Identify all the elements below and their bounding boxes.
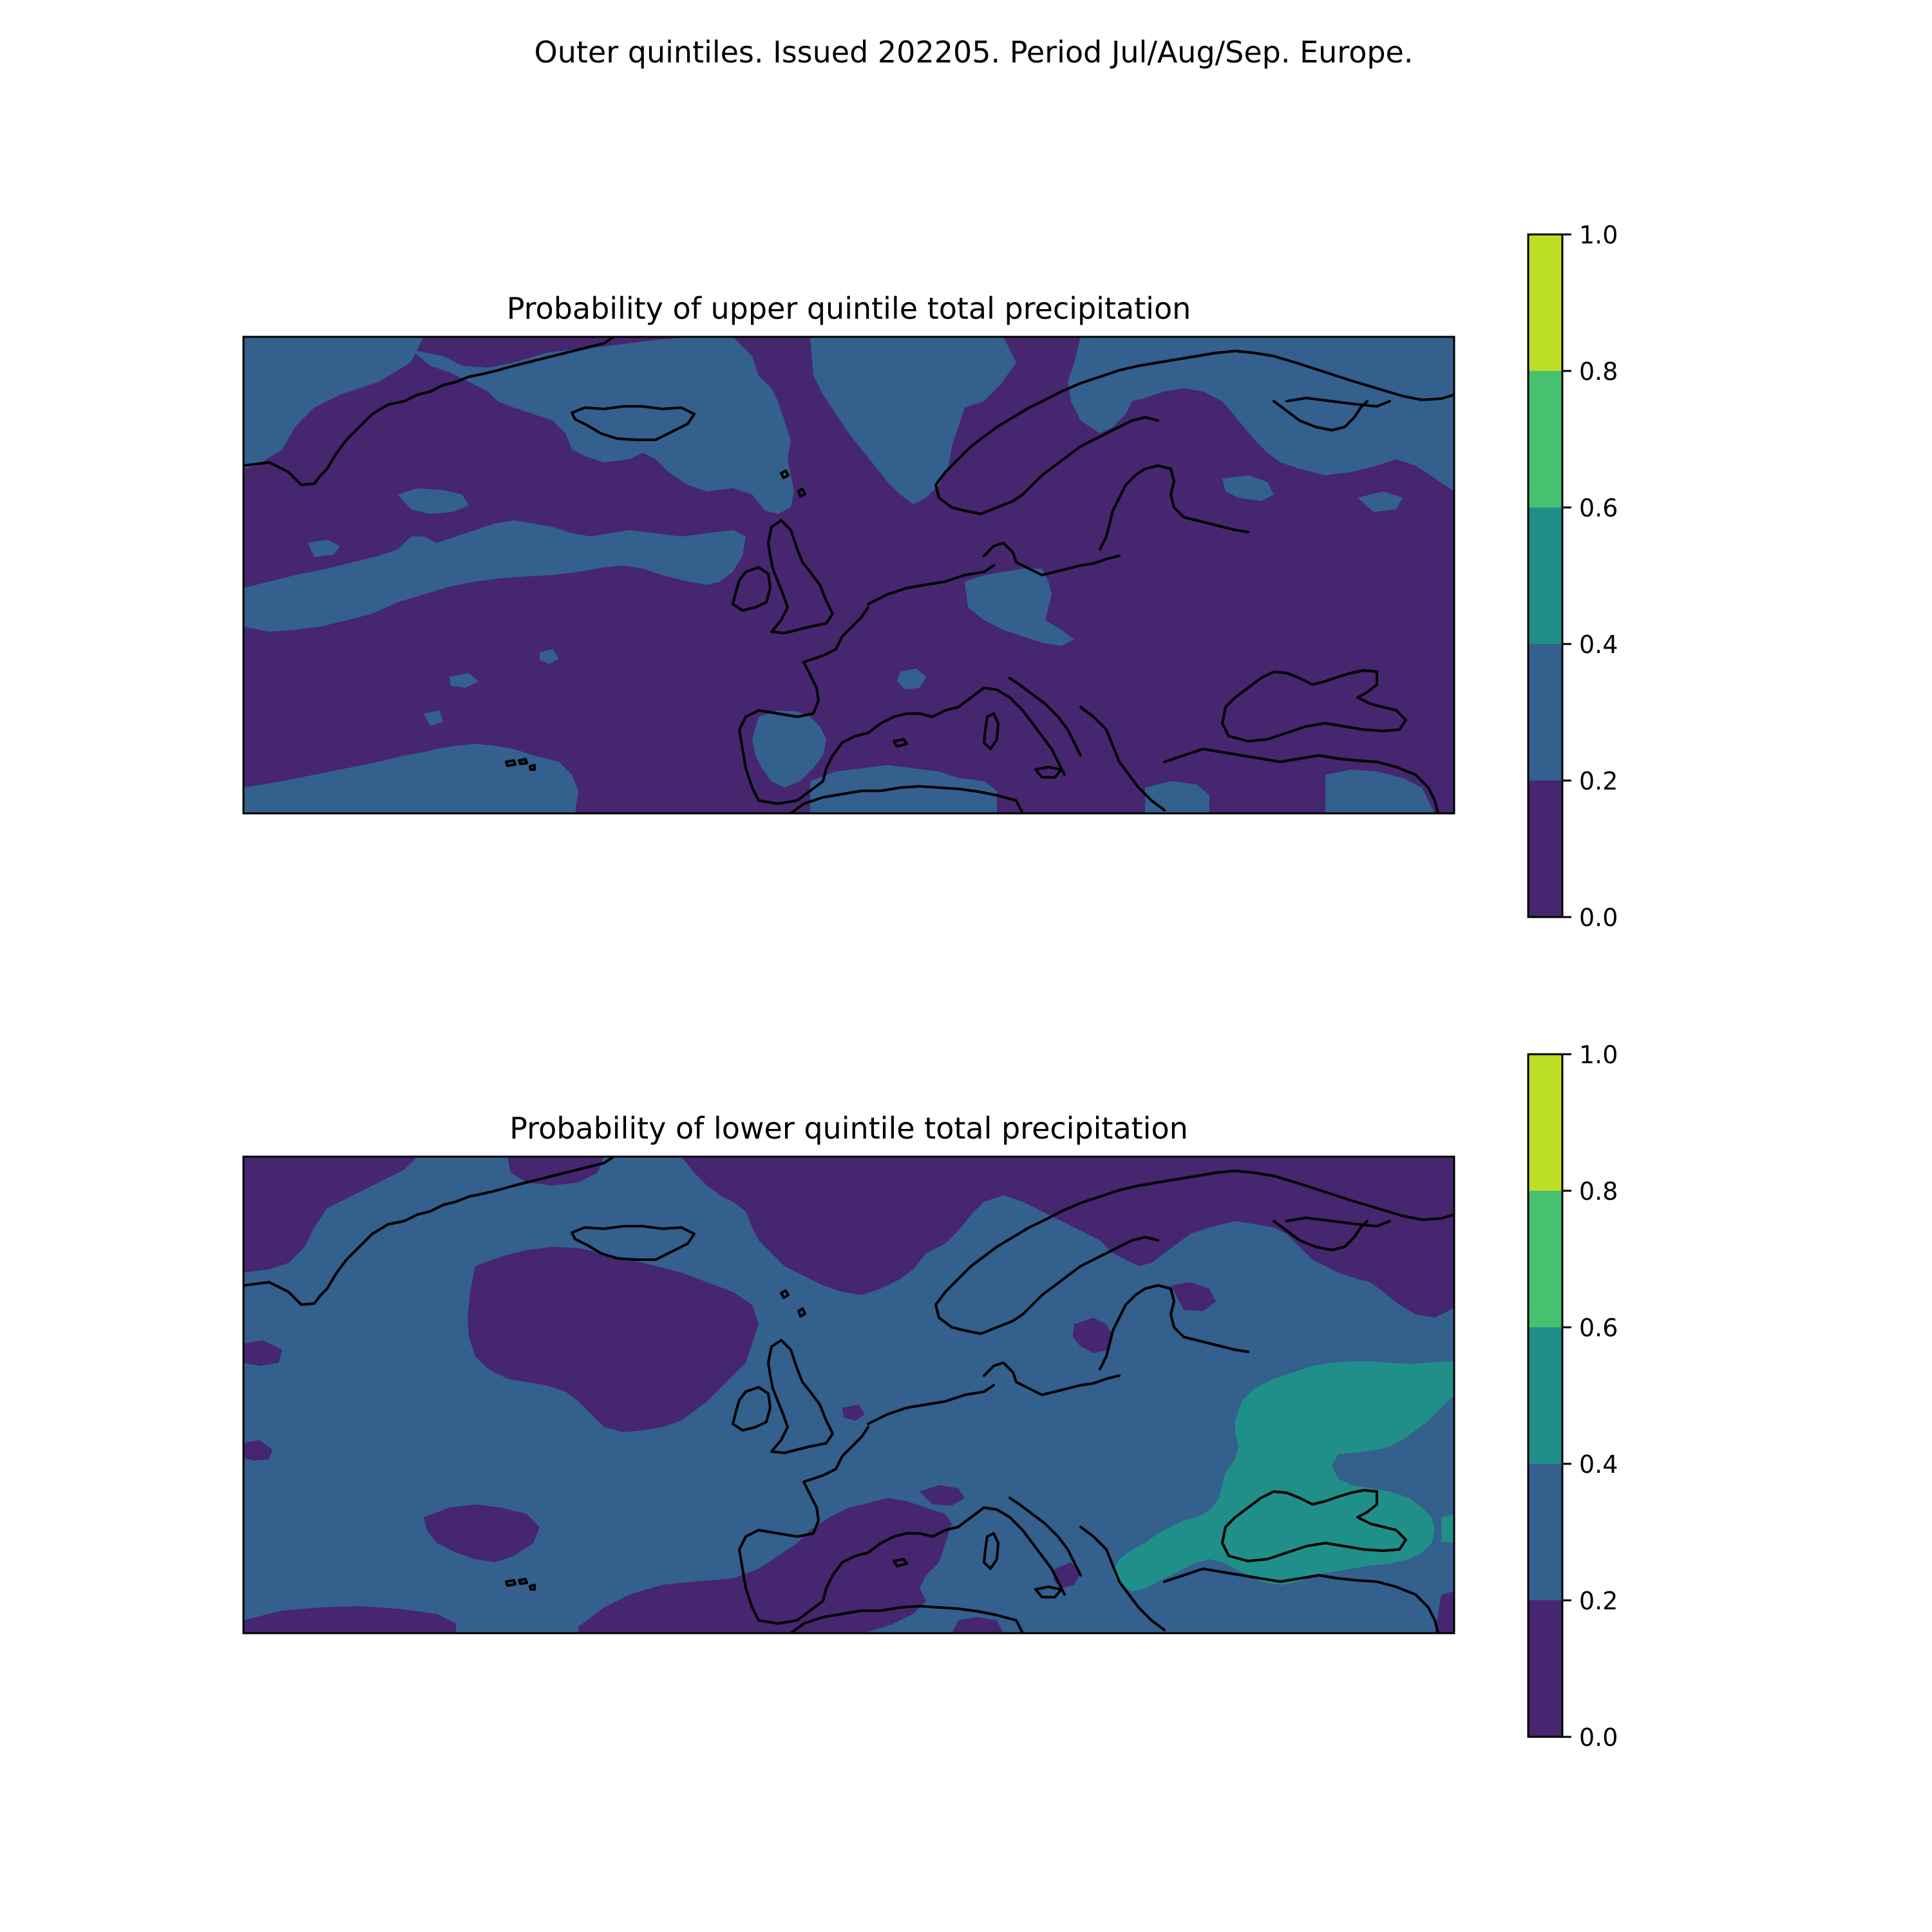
colorbar-segment-0-0.2 — [1528, 781, 1562, 917]
panel-title: Probability of upper quintile total prec… — [507, 291, 1191, 326]
colorbar-tick-label: 0.0 — [1579, 904, 1618, 932]
figure-suptitle: Outer quintiles. Issued 202205. Period J… — [535, 35, 1414, 70]
field-band-0-0.2 — [243, 1157, 1454, 1633]
colorbar-tick-label: 0.0 — [1579, 1723, 1618, 1752]
colorbar-frame — [1527, 233, 1564, 918]
map-area — [243, 337, 1454, 813]
panel-lower-quintile: Probability of lower quintile total prec… — [242, 1041, 1618, 1752]
colorbar-segment-0.6-0.8 — [1528, 1191, 1562, 1327]
colorbar-ticks — [1562, 233, 1571, 918]
field-band-0.4-0.6 — [1113, 1361, 1454, 1591]
colorbar: 0.0 0.2 0.4 0.6 0.8 1.0 — [1527, 221, 1618, 932]
colorbar-tick-label: 0.2 — [1579, 767, 1618, 795]
colorbar-tick-label: 0.6 — [1579, 1314, 1618, 1342]
colorbar-segment-0.6-0.8 — [1528, 371, 1562, 507]
colorbar-tick-label: 1.0 — [1579, 221, 1618, 249]
map-frame — [242, 336, 1455, 815]
colorbar-segment-0-0.2 — [1528, 1600, 1562, 1737]
colorbar-segment-0.2-0.4 — [1528, 644, 1562, 781]
map-area — [243, 1157, 1454, 1633]
colorbar-segment-0.8-1.0 — [1528, 1054, 1562, 1191]
colorbar-tick-label: 0.2 — [1579, 1587, 1618, 1615]
colorbar-segment-0.4-0.6 — [1528, 1327, 1562, 1464]
colorbar-tick-label: 0.8 — [1579, 1177, 1618, 1206]
colorbar-tick-label: 0.8 — [1579, 357, 1618, 386]
panel-upper-quintile: Probability of upper quintile total prec… — [242, 221, 1618, 932]
colorbar-ticks — [1562, 1053, 1571, 1738]
colorbar: 0.0 0.2 0.4 0.6 0.8 1.0 — [1527, 1041, 1618, 1752]
colorbar-tick-label: 0.4 — [1579, 630, 1618, 659]
panel-title: Probability of lower quintile total prec… — [509, 1111, 1188, 1146]
colorbar-tick-label: 1.0 — [1579, 1041, 1618, 1069]
colorbar-tick-label: 0.6 — [1579, 494, 1618, 522]
colorbar-tick-label: 0.4 — [1579, 1450, 1618, 1479]
colorbar-segment-0.2-0.4 — [1528, 1464, 1562, 1600]
field-band-0.2-0.4 — [243, 337, 1454, 813]
colorbar-segment-0.4-0.6 — [1528, 507, 1562, 644]
colorbar-frame — [1527, 1053, 1564, 1738]
colorbar-segment-0.8-1.0 — [1528, 234, 1562, 371]
map-frame — [242, 1155, 1455, 1634]
